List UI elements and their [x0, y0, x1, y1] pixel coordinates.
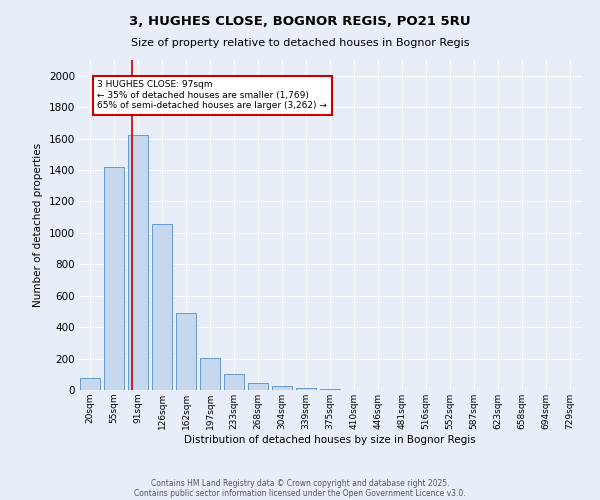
Text: Contains public sector information licensed under the Open Government Licence v3: Contains public sector information licen…	[134, 488, 466, 498]
Bar	[176, 313, 196, 390]
X-axis label: Distribution of detached houses by size in Bognor Regis: Distribution of detached houses by size …	[184, 434, 476, 444]
Bar	[104, 167, 124, 390]
Bar	[272, 386, 292, 390]
Y-axis label: Number of detached properties: Number of detached properties	[34, 143, 43, 307]
Text: Contains HM Land Registry data © Crown copyright and database right 2025.: Contains HM Land Registry data © Crown c…	[151, 478, 449, 488]
Bar	[152, 224, 172, 390]
Text: Size of property relative to detached houses in Bognor Regis: Size of property relative to detached ho…	[131, 38, 469, 48]
Bar	[80, 378, 100, 390]
Text: 3 HUGHES CLOSE: 97sqm
← 35% of detached houses are smaller (1,769)
65% of semi-d: 3 HUGHES CLOSE: 97sqm ← 35% of detached …	[97, 80, 327, 110]
Bar	[320, 388, 340, 390]
Bar	[128, 136, 148, 390]
Bar	[200, 358, 220, 390]
Bar	[296, 388, 316, 390]
Text: 3, HUGHES CLOSE, BOGNOR REGIS, PO21 5RU: 3, HUGHES CLOSE, BOGNOR REGIS, PO21 5RU	[129, 15, 471, 28]
Bar	[248, 383, 268, 390]
Bar	[224, 374, 244, 390]
